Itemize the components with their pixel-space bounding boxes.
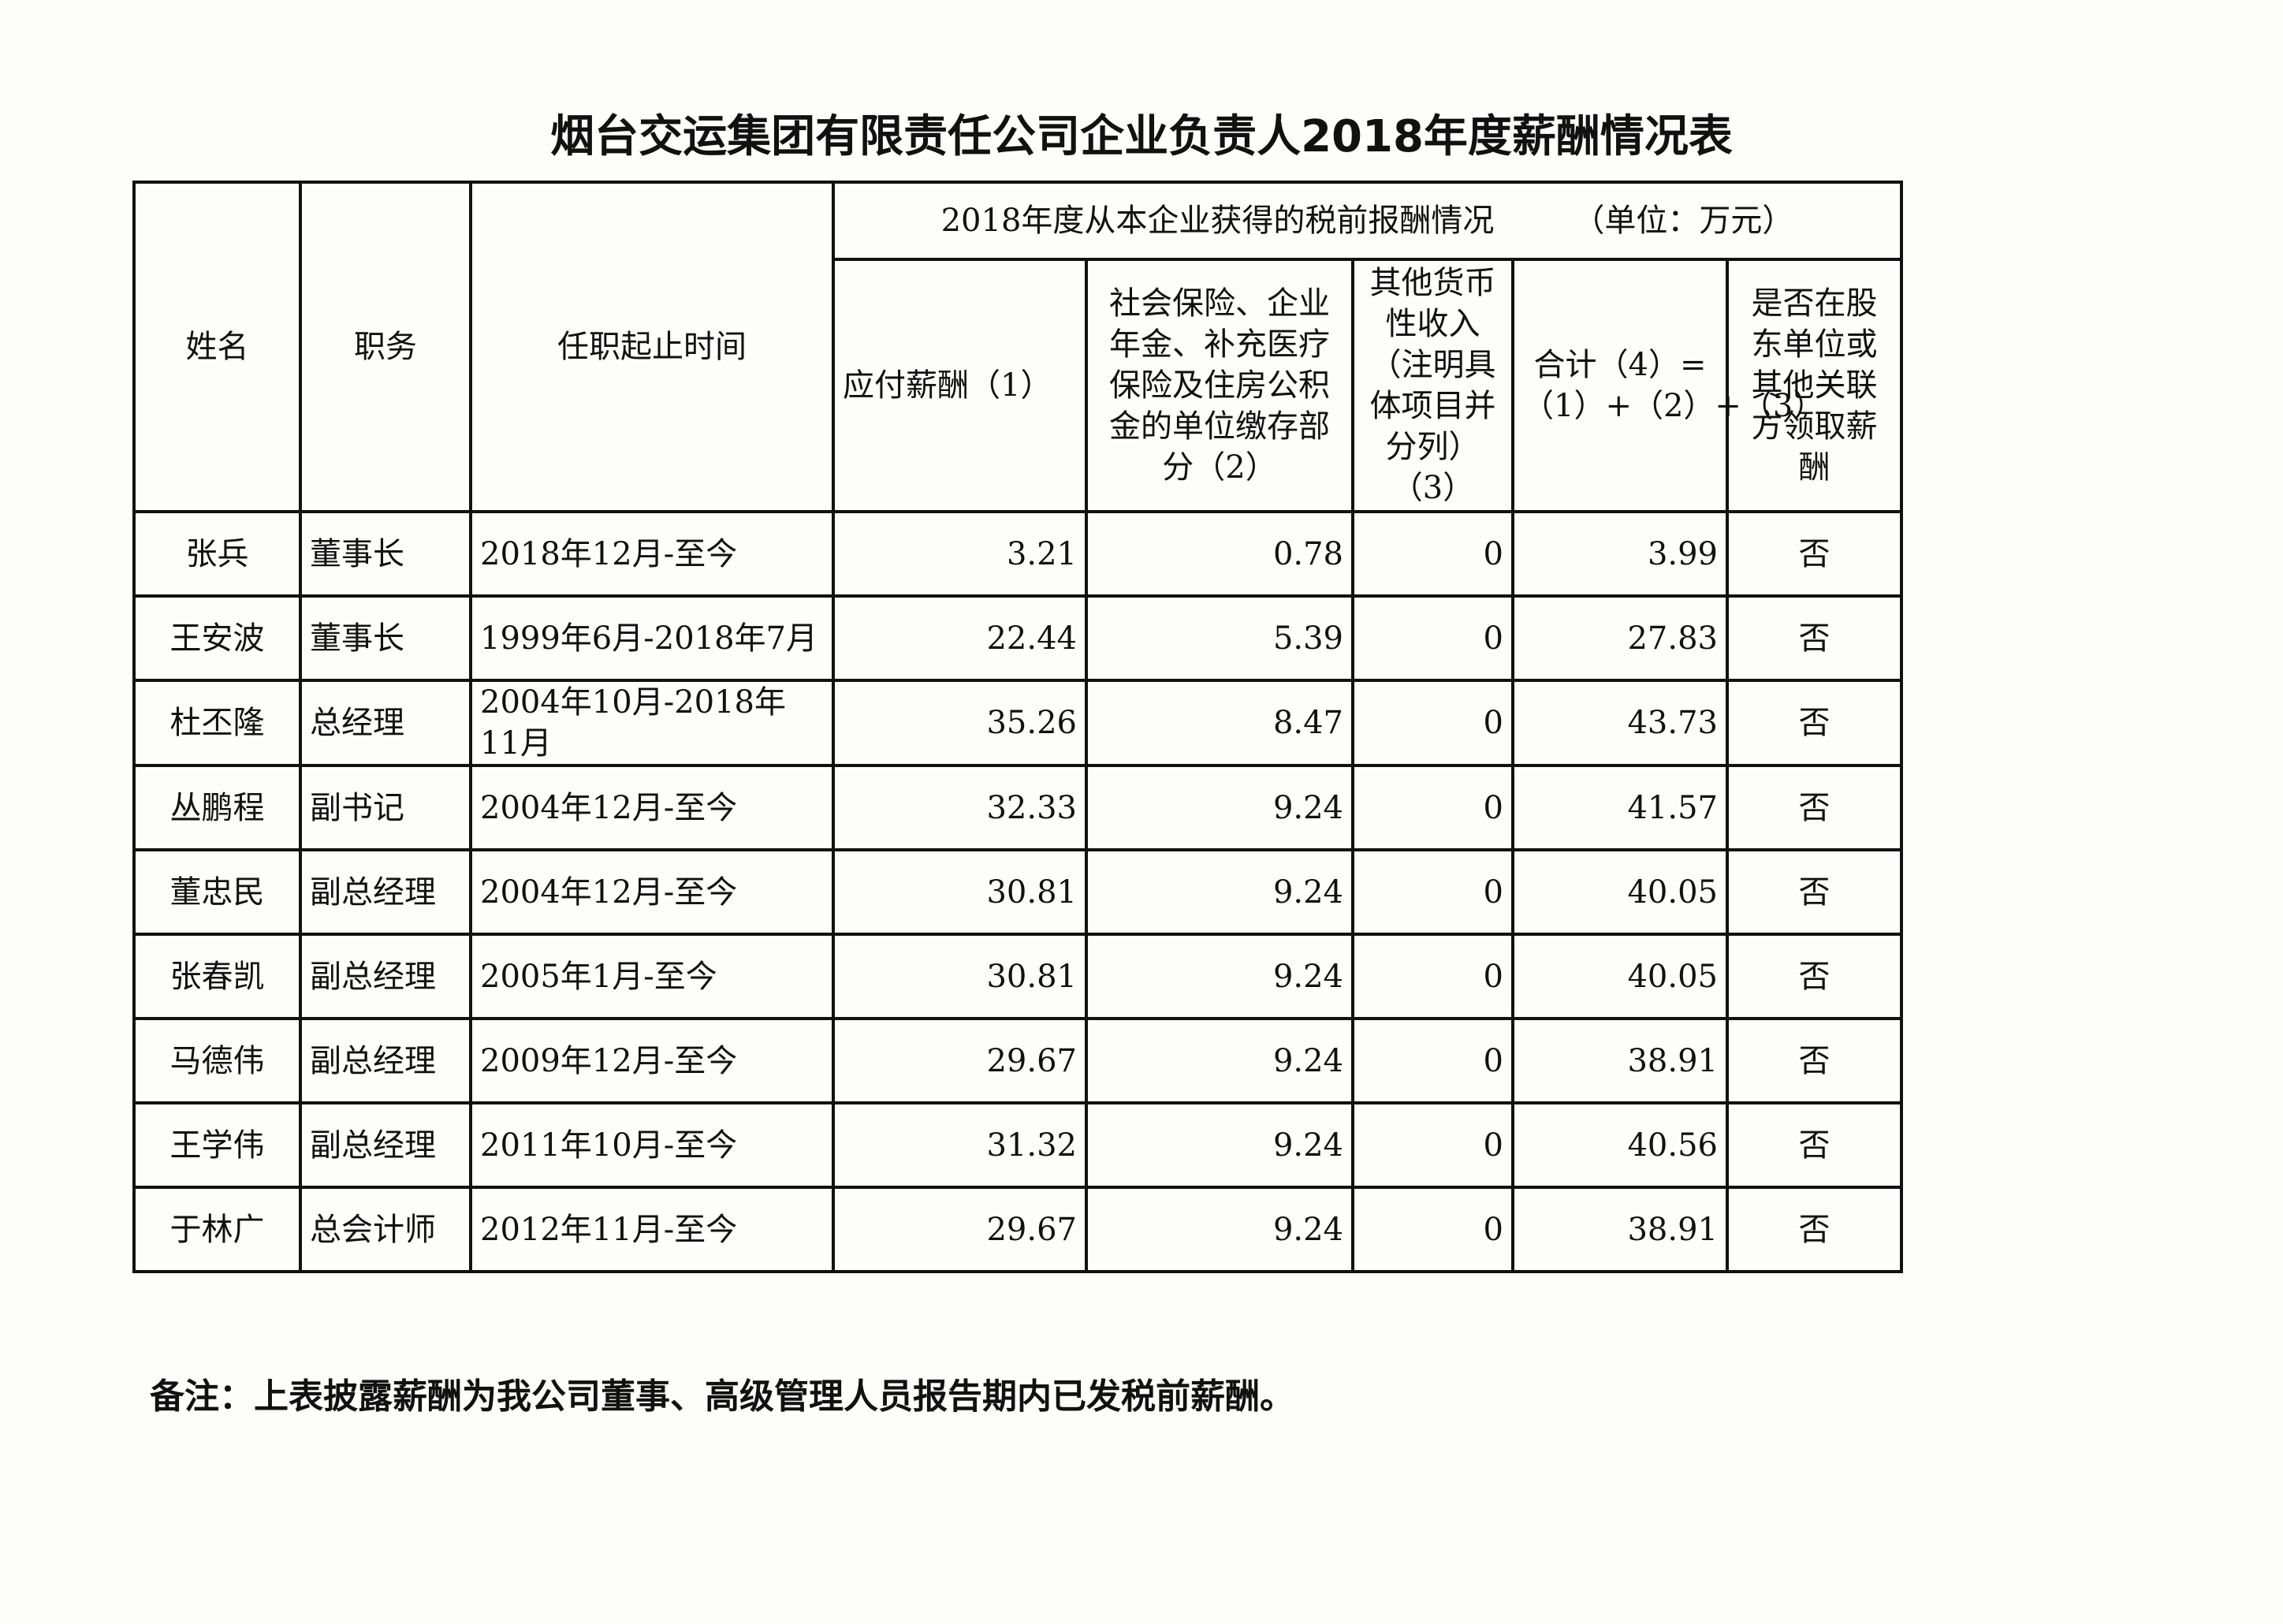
- cell-total: 3.99: [1511, 510, 1729, 598]
- cell-shareholder: 否: [1725, 510, 1904, 598]
- cell-term: 2012年11月-至今: [469, 1186, 835, 1273]
- cell-insurance: 9.24: [1085, 1017, 1354, 1104]
- cell-name: 张春凯: [132, 933, 302, 1020]
- header-total: 合计（4）=（1）+（2）+（3）: [1511, 258, 1824, 513]
- cell-position: 副总经理: [299, 1101, 472, 1189]
- cell-insurance: 0.78: [1085, 510, 1354, 598]
- cell-position: 总经理: [299, 679, 472, 767]
- cell-name: 张兵: [132, 510, 302, 598]
- cell-salary: 35.26: [832, 679, 1088, 767]
- table-row: 于林广 总会计师 2012年11月-至今 29.67 9.24 0 38.91 否: [132, 1186, 1904, 1273]
- table-row: 马德伟 副总经理 2009年12月-至今 29.67 9.24 0 38.91 否: [132, 1017, 1904, 1104]
- cell-total: 38.91: [1511, 1186, 1729, 1273]
- cell-salary: 32.33: [832, 764, 1088, 851]
- cell-name: 杜丕隆: [132, 679, 302, 767]
- document-title: 烟台交运集团有限责任公司企业负责人2018年度薪酬情况表: [550, 111, 1733, 162]
- table-row: 张兵 董事长 2018年12月-至今 3.21 0.78 0 3.99 否: [132, 510, 1904, 598]
- cell-salary: 30.81: [832, 933, 1088, 1020]
- cell-other: 0: [1351, 1186, 1514, 1273]
- cell-name: 董忠民: [132, 848, 302, 936]
- cell-term: 2011年10月-至今: [469, 1101, 835, 1189]
- table-row: 王学伟 副总经理 2011年10月-至今 31.32 9.24 0 40.56 否: [132, 1101, 1904, 1189]
- cell-shareholder: 否: [1725, 1101, 1904, 1189]
- cell-total: 27.83: [1511, 594, 1729, 682]
- cell-other: 0: [1351, 679, 1514, 767]
- cell-salary: 3.21: [832, 510, 1088, 598]
- cell-position: 副总经理: [299, 1017, 472, 1104]
- table-row: 王安波 董事长 1999年6月-2018年7月 22.44 5.39 0 27.83 否: [132, 594, 1904, 682]
- cell-shareholder: 否: [1725, 933, 1904, 1020]
- cell-other: 0: [1351, 1101, 1514, 1189]
- cell-insurance: 9.24: [1085, 1186, 1354, 1273]
- cell-term: 2004年12月-至今: [469, 764, 835, 851]
- cell-salary: 29.67: [832, 1186, 1088, 1273]
- cell-shareholder: 否: [1725, 594, 1904, 682]
- header-insurance: 社会保险、企业年金、补充医疗保险及住房公积金的单位缴存部分（2）: [1085, 258, 1354, 513]
- cell-total: 40.56: [1511, 1101, 1729, 1189]
- cell-insurance: 9.24: [1085, 848, 1354, 936]
- cell-term: 2004年12月-至今: [469, 848, 835, 936]
- cell-total: 41.57: [1511, 764, 1729, 851]
- header-position: 职务: [299, 181, 472, 513]
- cell-other: 0: [1351, 1017, 1514, 1104]
- cell-shareholder: 否: [1725, 1186, 1904, 1273]
- cell-shareholder: 否: [1725, 848, 1904, 936]
- cell-term: 2004年10月-2018年11月: [469, 679, 835, 767]
- cell-total: 38.91: [1511, 1017, 1729, 1104]
- cell-total: 43.73: [1511, 679, 1729, 767]
- cell-position: 副书记: [299, 764, 472, 851]
- table-row: 张春凯 副总经理 2005年1月-至今 30.81 9.24 0 40.05 否: [132, 933, 1904, 1020]
- header-group: 2018年度从本企业获得的税前报酬情况 （单位：万元）: [831, 181, 1904, 261]
- compensation-table: 姓名 职务 任职起止时间 2018年度从本企业获得的税前报酬情况 （单位：万元）…: [132, 181, 1904, 1273]
- cell-name: 马德伟: [132, 1017, 302, 1104]
- cell-position: 副总经理: [299, 933, 472, 1020]
- cell-insurance: 9.24: [1085, 764, 1354, 851]
- header-shareholder: 是否在股东单位或其他关联方领取薪酬: [1725, 258, 1904, 513]
- cell-name: 王安波: [132, 594, 302, 682]
- cell-shareholder: 否: [1725, 679, 1904, 767]
- cell-other: 0: [1351, 933, 1514, 1020]
- table-row: 丛鹏程 副书记 2004年12月-至今 32.33 9.24 0 41.57 否: [132, 764, 1904, 851]
- header-other: 其他货币性收入（注明具体项目并分列）（3）: [1351, 258, 1514, 513]
- cell-other: 0: [1351, 848, 1514, 936]
- cell-insurance: 9.24: [1085, 933, 1354, 1020]
- cell-total: 40.05: [1511, 933, 1729, 1020]
- cell-name: 王学伟: [132, 1101, 302, 1189]
- table-row: 董忠民 副总经理 2004年12月-至今 30.81 9.24 0 40.05 否: [132, 848, 1904, 936]
- cell-salary: 22.44: [832, 594, 1088, 682]
- cell-insurance: 9.24: [1085, 1101, 1354, 1189]
- cell-position: 总会计师: [299, 1186, 472, 1273]
- header-salary: 应付薪酬（1）: [832, 258, 1088, 513]
- cell-term: 2005年1月-至今: [469, 933, 835, 1020]
- cell-term: 1999年6月-2018年7月: [469, 594, 835, 682]
- cell-position: 董事长: [299, 510, 472, 598]
- cell-position: 董事长: [299, 594, 472, 682]
- cell-shareholder: 否: [1725, 1017, 1904, 1104]
- footnote: 备注：上表披露薪酬为我公司董事、高级管理人员报告期内已发税前薪酬。: [150, 1376, 1294, 1417]
- cell-other: 0: [1351, 510, 1514, 598]
- cell-shareholder: 否: [1725, 764, 1904, 851]
- cell-insurance: 5.39: [1085, 594, 1354, 682]
- cell-term: 2009年12月-至今: [469, 1017, 835, 1104]
- cell-other: 0: [1351, 594, 1514, 682]
- cell-name: 丛鹏程: [132, 764, 302, 851]
- cell-salary: 29.67: [832, 1017, 1088, 1104]
- cell-other: 0: [1351, 764, 1514, 851]
- cell-total: 40.05: [1511, 848, 1729, 936]
- cell-salary: 31.32: [832, 1101, 1088, 1189]
- cell-position: 副总经理: [299, 848, 472, 936]
- cell-name: 于林广: [132, 1186, 302, 1273]
- header-term: 任职起止时间: [469, 181, 835, 513]
- cell-insurance: 8.47: [1085, 679, 1354, 767]
- table-row: 杜丕隆 总经理 2004年10月-2018年11月 35.26 8.47 0 43.73 否: [132, 679, 1904, 767]
- cell-term: 2018年12月-至今: [469, 510, 835, 598]
- header-name: 姓名: [132, 181, 302, 513]
- cell-salary: 30.81: [832, 848, 1088, 936]
